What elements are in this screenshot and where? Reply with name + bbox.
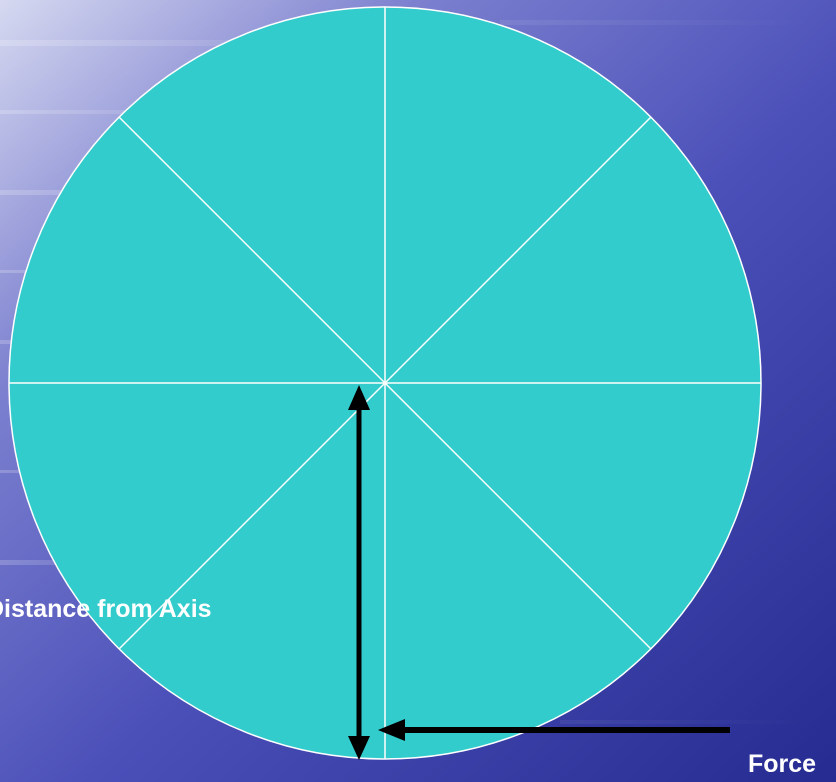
distance-from-axis-label: Distance from Axis — [0, 595, 212, 623]
force-label: Force — [748, 750, 817, 778]
force-arrow — [378, 719, 730, 741]
force-arrowhead — [378, 719, 405, 741]
wheel — [8, 6, 762, 760]
spoke-diagonal-b — [118, 116, 652, 650]
distance-arrow — [348, 385, 370, 760]
distance-arrowhead-bottom — [348, 736, 370, 760]
distance-arrowhead-top — [348, 385, 370, 410]
